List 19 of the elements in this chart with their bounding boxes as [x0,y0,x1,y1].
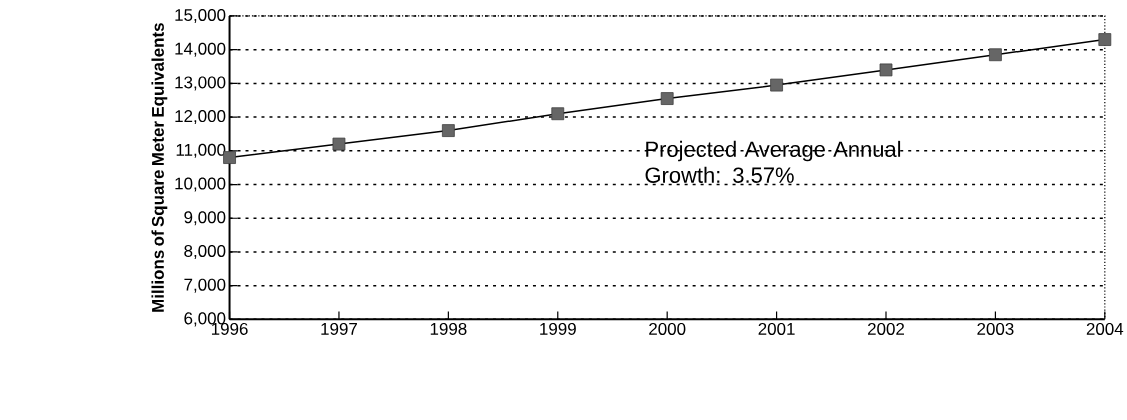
x-tick-label: 1998 [430,322,467,335]
y-tick-label: 9,000 [184,211,226,226]
y-tick-label: 8,000 [184,244,226,259]
x-tick-label: 1999 [540,322,576,335]
x-tick-label: 2001 [758,322,795,335]
x-tick-label: 2000 [649,322,686,335]
x-tick-label: 1997 [321,322,357,335]
y-tick-label: 15,000 [175,8,226,23]
y-tick-label: 13,000 [175,76,226,91]
annotation: Projected Average Annual Growth: 3.57% [645,140,901,183]
y-tick-label: 14,000 [175,42,226,57]
y-axis-title: Millions of Square Meter Equivalents [151,23,168,312]
x-tick-label: 2002 [867,322,905,335]
y-tick-label: 11,000 [176,143,226,158]
x-tick-label: 2004 [1086,322,1124,335]
x-tick-label: 2003 [977,322,1014,335]
y-tick-label: 10,000 [175,177,226,192]
y-tick-label: 12,000 [175,110,226,125]
y-tick-label: 7,000 [184,278,226,293]
